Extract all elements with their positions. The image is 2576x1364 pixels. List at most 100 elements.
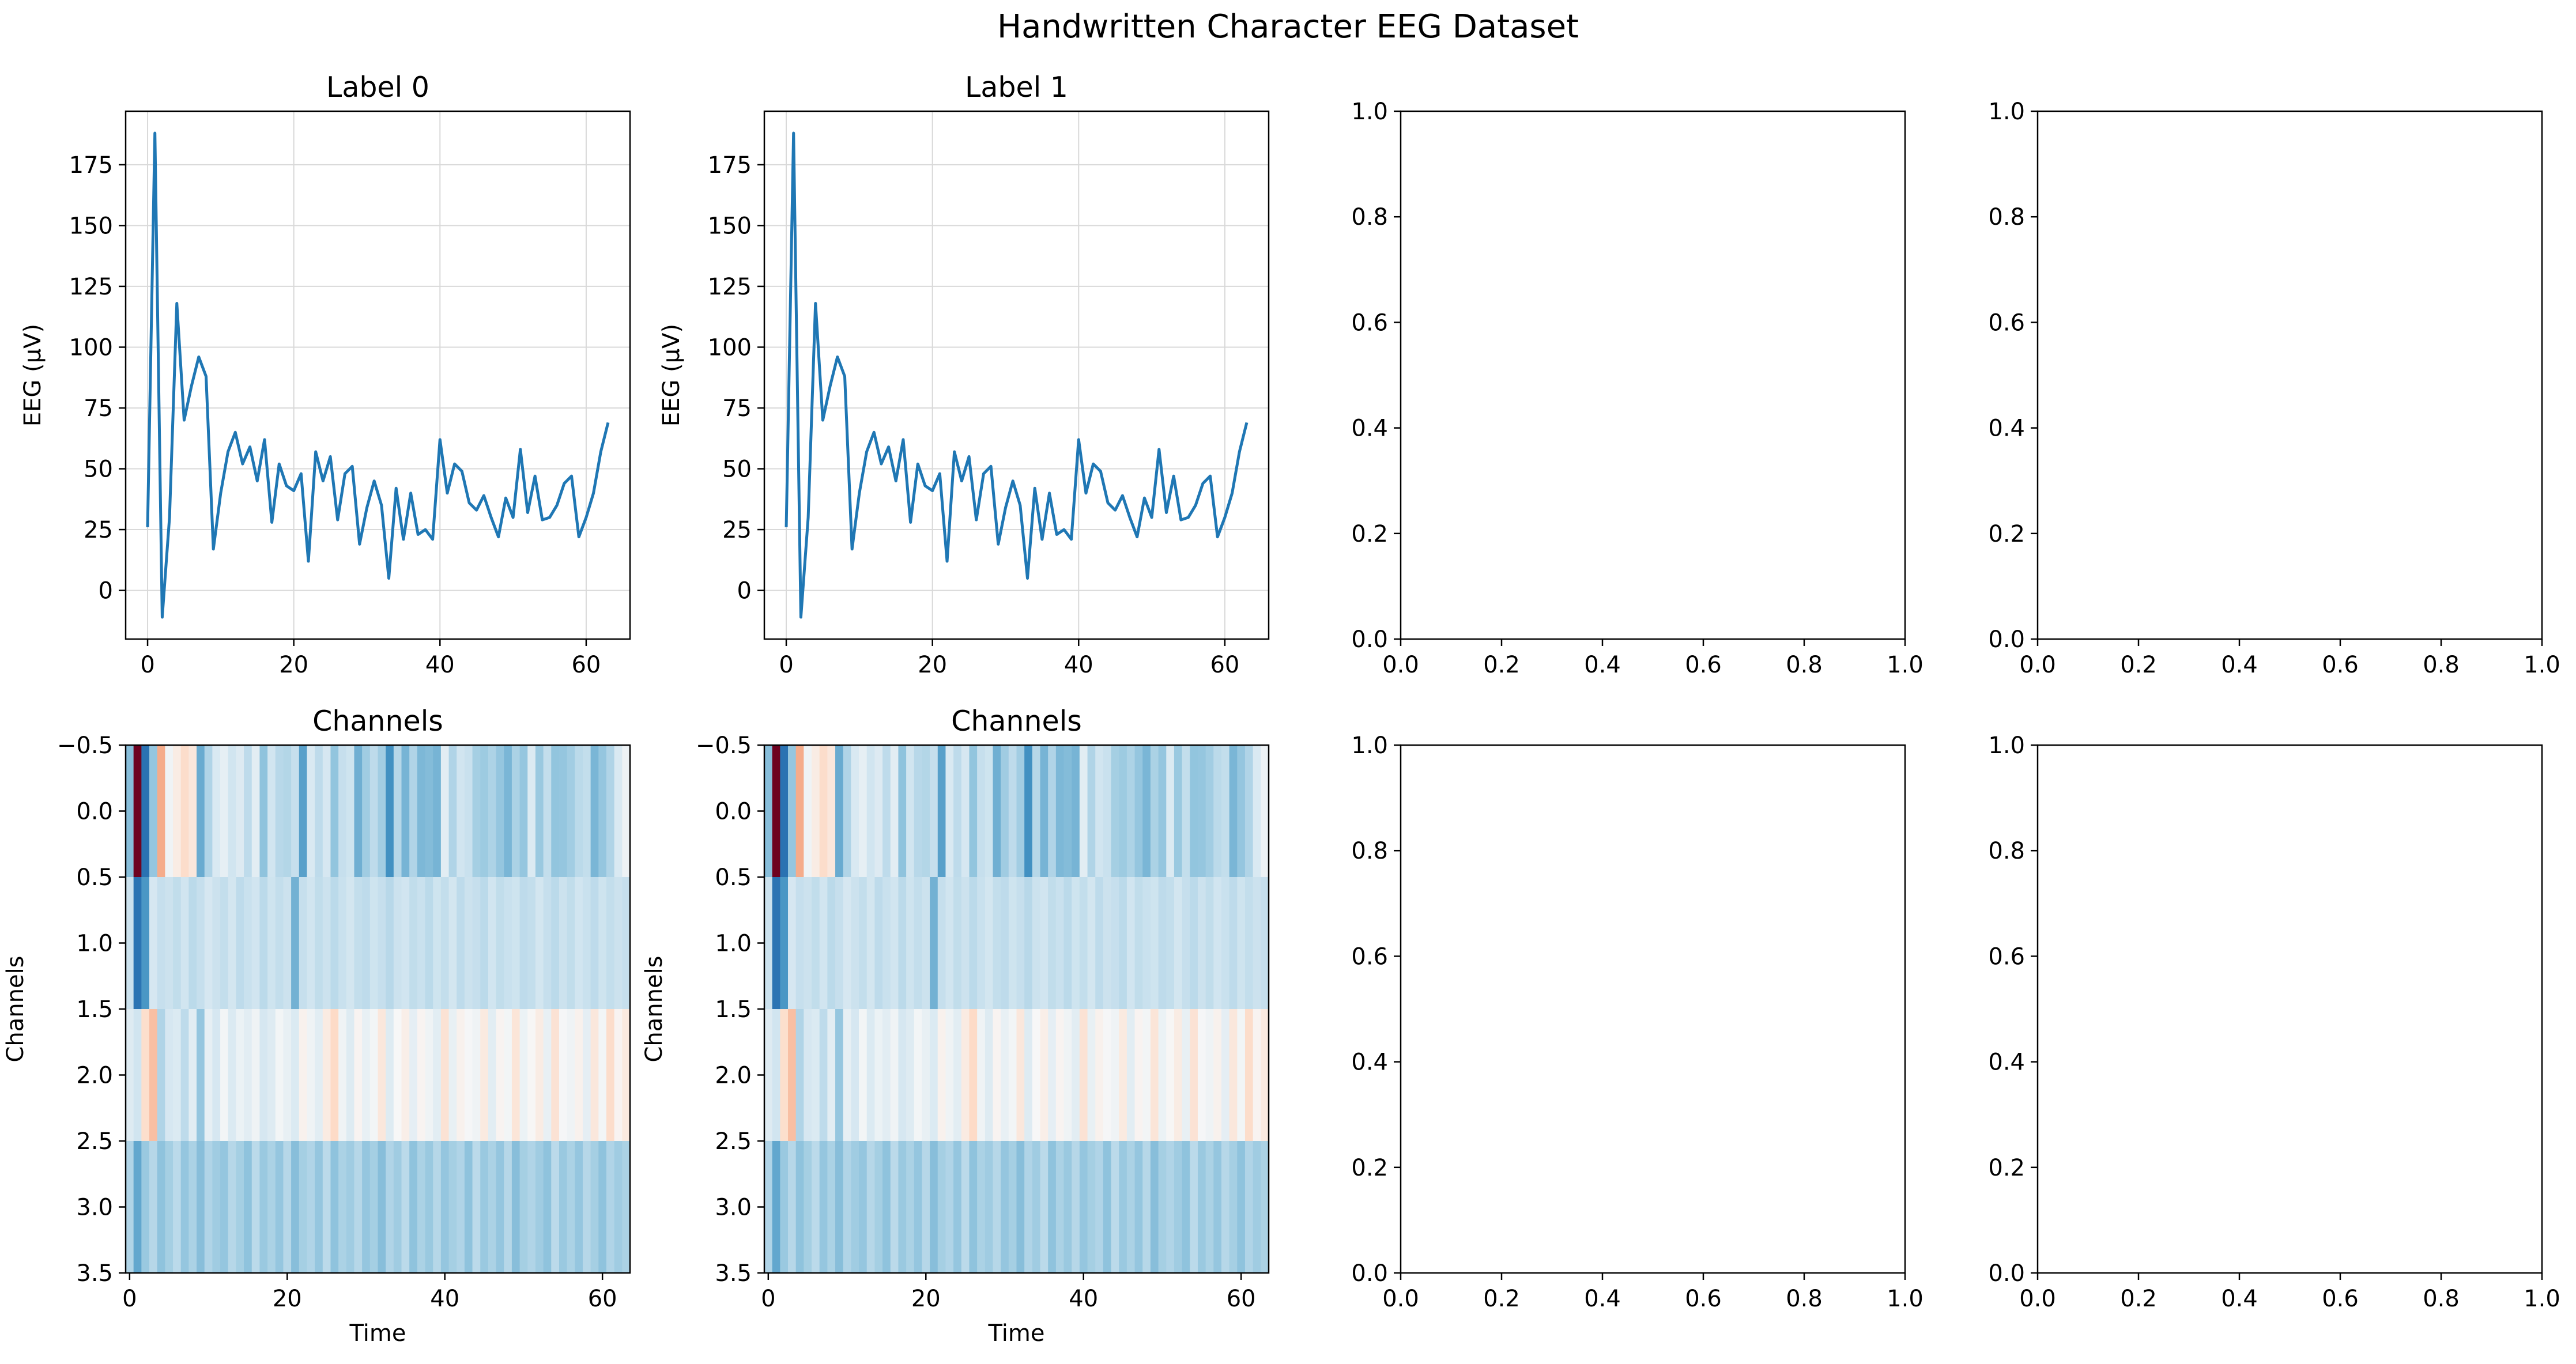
subplot-empty-bottom-3: 0.0 0.2 0.4 0.6 0.8 1.0 0.0 0.2 0.4 0.6 0.8 1.0	[1351, 732, 1923, 1312]
heatmap-cell	[322, 1141, 331, 1274]
heatmap-cell	[330, 1141, 339, 1274]
heatmap-cell	[559, 1009, 568, 1142]
heatmap-cell	[812, 1009, 820, 1142]
heatmap-cell	[244, 1141, 252, 1274]
heatmap-cell	[1158, 745, 1167, 878]
y-tick-label: 3.5	[76, 1260, 113, 1287]
y-tick-label: 1.0	[1988, 732, 2025, 759]
x-tick-label: 0.8	[2423, 1286, 2460, 1312]
heatmap-cell	[772, 877, 780, 1010]
heatmap-cell	[126, 745, 134, 878]
heatmap-cell	[961, 877, 970, 1010]
heatmap-cell	[354, 745, 363, 878]
heatmap-cell	[788, 877, 797, 1010]
x-tick-label: 20	[273, 1286, 302, 1312]
heatmap-cell	[874, 877, 883, 1010]
axes-frame	[2036, 110, 2543, 640]
heatmap-cell	[930, 877, 938, 1010]
heatmap-cell	[220, 877, 229, 1010]
heatmap-cell	[1166, 1009, 1175, 1142]
heatmap-cell	[1072, 745, 1080, 878]
heatmap-cell	[1229, 1009, 1238, 1142]
heatmap-cell	[788, 1141, 797, 1274]
heatmap-cell	[472, 1141, 481, 1274]
heatmap-cell	[835, 1141, 844, 1274]
heatmap-cell	[220, 1141, 229, 1274]
heatmap-cell	[409, 877, 418, 1010]
heatmap-cell	[1008, 1141, 1017, 1274]
heatmap-cell	[543, 877, 552, 1010]
y-tick-label: 0.6	[1351, 309, 1388, 336]
heatmap-cell	[1111, 745, 1119, 878]
x-tick-label: 0.6	[1685, 652, 1722, 678]
heatmap-cell	[464, 1009, 473, 1142]
heatmap-cell	[795, 1009, 804, 1142]
heatmap-cell	[149, 1141, 158, 1274]
heatmap-cell	[519, 745, 528, 878]
x-tick-label: 0.4	[2221, 652, 2258, 678]
heatmap-cell	[369, 877, 379, 1010]
heatmap-cell	[906, 1141, 915, 1274]
heatmap-cell	[866, 1141, 876, 1274]
heatmap-cell	[425, 745, 433, 878]
heatmap-cell	[1048, 1009, 1057, 1142]
y-tick-label: 100	[69, 334, 113, 361]
heatmap-cell	[874, 1141, 883, 1274]
heatmap-cell	[409, 1009, 418, 1142]
heatmap-cell	[1142, 877, 1151, 1010]
heatmap-cell	[985, 745, 994, 878]
heatmap-cell	[307, 1141, 315, 1274]
heatmap-cell	[141, 1141, 150, 1274]
heatmap-cell	[1174, 745, 1183, 878]
heatmap-cell	[1024, 745, 1033, 878]
heatmap-cell	[417, 1009, 426, 1142]
axes-frame	[2036, 744, 2543, 1274]
heatmap-cell	[1205, 1009, 1214, 1142]
heatmap-cell	[126, 877, 134, 1010]
heatmap-cell	[1174, 1141, 1183, 1274]
x-axis-label: Time	[349, 1320, 406, 1347]
heatmap-cell	[764, 1009, 773, 1142]
heatmap-cell	[977, 1009, 986, 1142]
y-tick-label: 175	[708, 152, 752, 179]
heatmap-cell	[788, 745, 797, 878]
heatmap-cell	[977, 877, 986, 1010]
heatmap-cell	[590, 745, 599, 878]
y-tick-label: 1.0	[715, 931, 752, 957]
heatmap-cell	[464, 745, 473, 878]
heatmap-cell	[1001, 1009, 1009, 1142]
subplot-line-label-1: 0 20 40 60 0 25 50 75 100 125 150 175 Label 1 EEG (µV…	[658, 71, 1270, 678]
heatmap-cell	[457, 1009, 465, 1142]
heatmap-cell	[882, 877, 891, 1010]
heatmap-cell	[1182, 877, 1190, 1010]
heatmap-cell	[1142, 745, 1151, 878]
heatmap-cell	[149, 745, 158, 878]
heatmap-cell	[1221, 1009, 1230, 1142]
subplot-empty-top-4: 0.0 0.2 0.4 0.6 0.8 1.0 0.0 0.2 0.4 0.6 0.8 1.0	[1988, 99, 2560, 678]
y-tick-label: 0.8	[1988, 838, 2025, 864]
heatmap-cell	[575, 1009, 583, 1142]
heatmap-cell	[1261, 1009, 1269, 1142]
heatmap-cell	[582, 1009, 591, 1142]
heatmap-cell	[1166, 745, 1175, 878]
heatmap-cell	[291, 745, 300, 878]
heatmap-cell	[985, 1141, 994, 1274]
heatmap-cell	[362, 745, 371, 878]
heatmap-cell	[496, 877, 504, 1010]
heatmap-cell	[969, 1141, 978, 1274]
x-tick-label: 0.6	[1685, 1286, 1722, 1312]
heatmap-cell	[922, 877, 930, 1010]
heatmap-cell	[188, 1009, 197, 1142]
heatmap-cell	[496, 745, 504, 878]
heatmap-cell	[149, 877, 158, 1010]
heatmap-cell	[1008, 745, 1017, 878]
y-axis-label: Channels	[641, 955, 667, 1062]
heatmap-cell	[567, 745, 575, 878]
x-tick-label: 0.0	[2019, 652, 2056, 678]
heatmap-cell	[378, 745, 386, 878]
heatmap-cell	[882, 1141, 891, 1274]
heatmap-cell	[504, 1009, 512, 1142]
heatmap-cell	[614, 745, 623, 878]
x-axis-label: Time	[988, 1320, 1045, 1347]
subplot-line-label-0: 0 20 40 60 0 25 50 75 100 125 150 175 Label 0 EEG (µV…	[20, 71, 631, 678]
